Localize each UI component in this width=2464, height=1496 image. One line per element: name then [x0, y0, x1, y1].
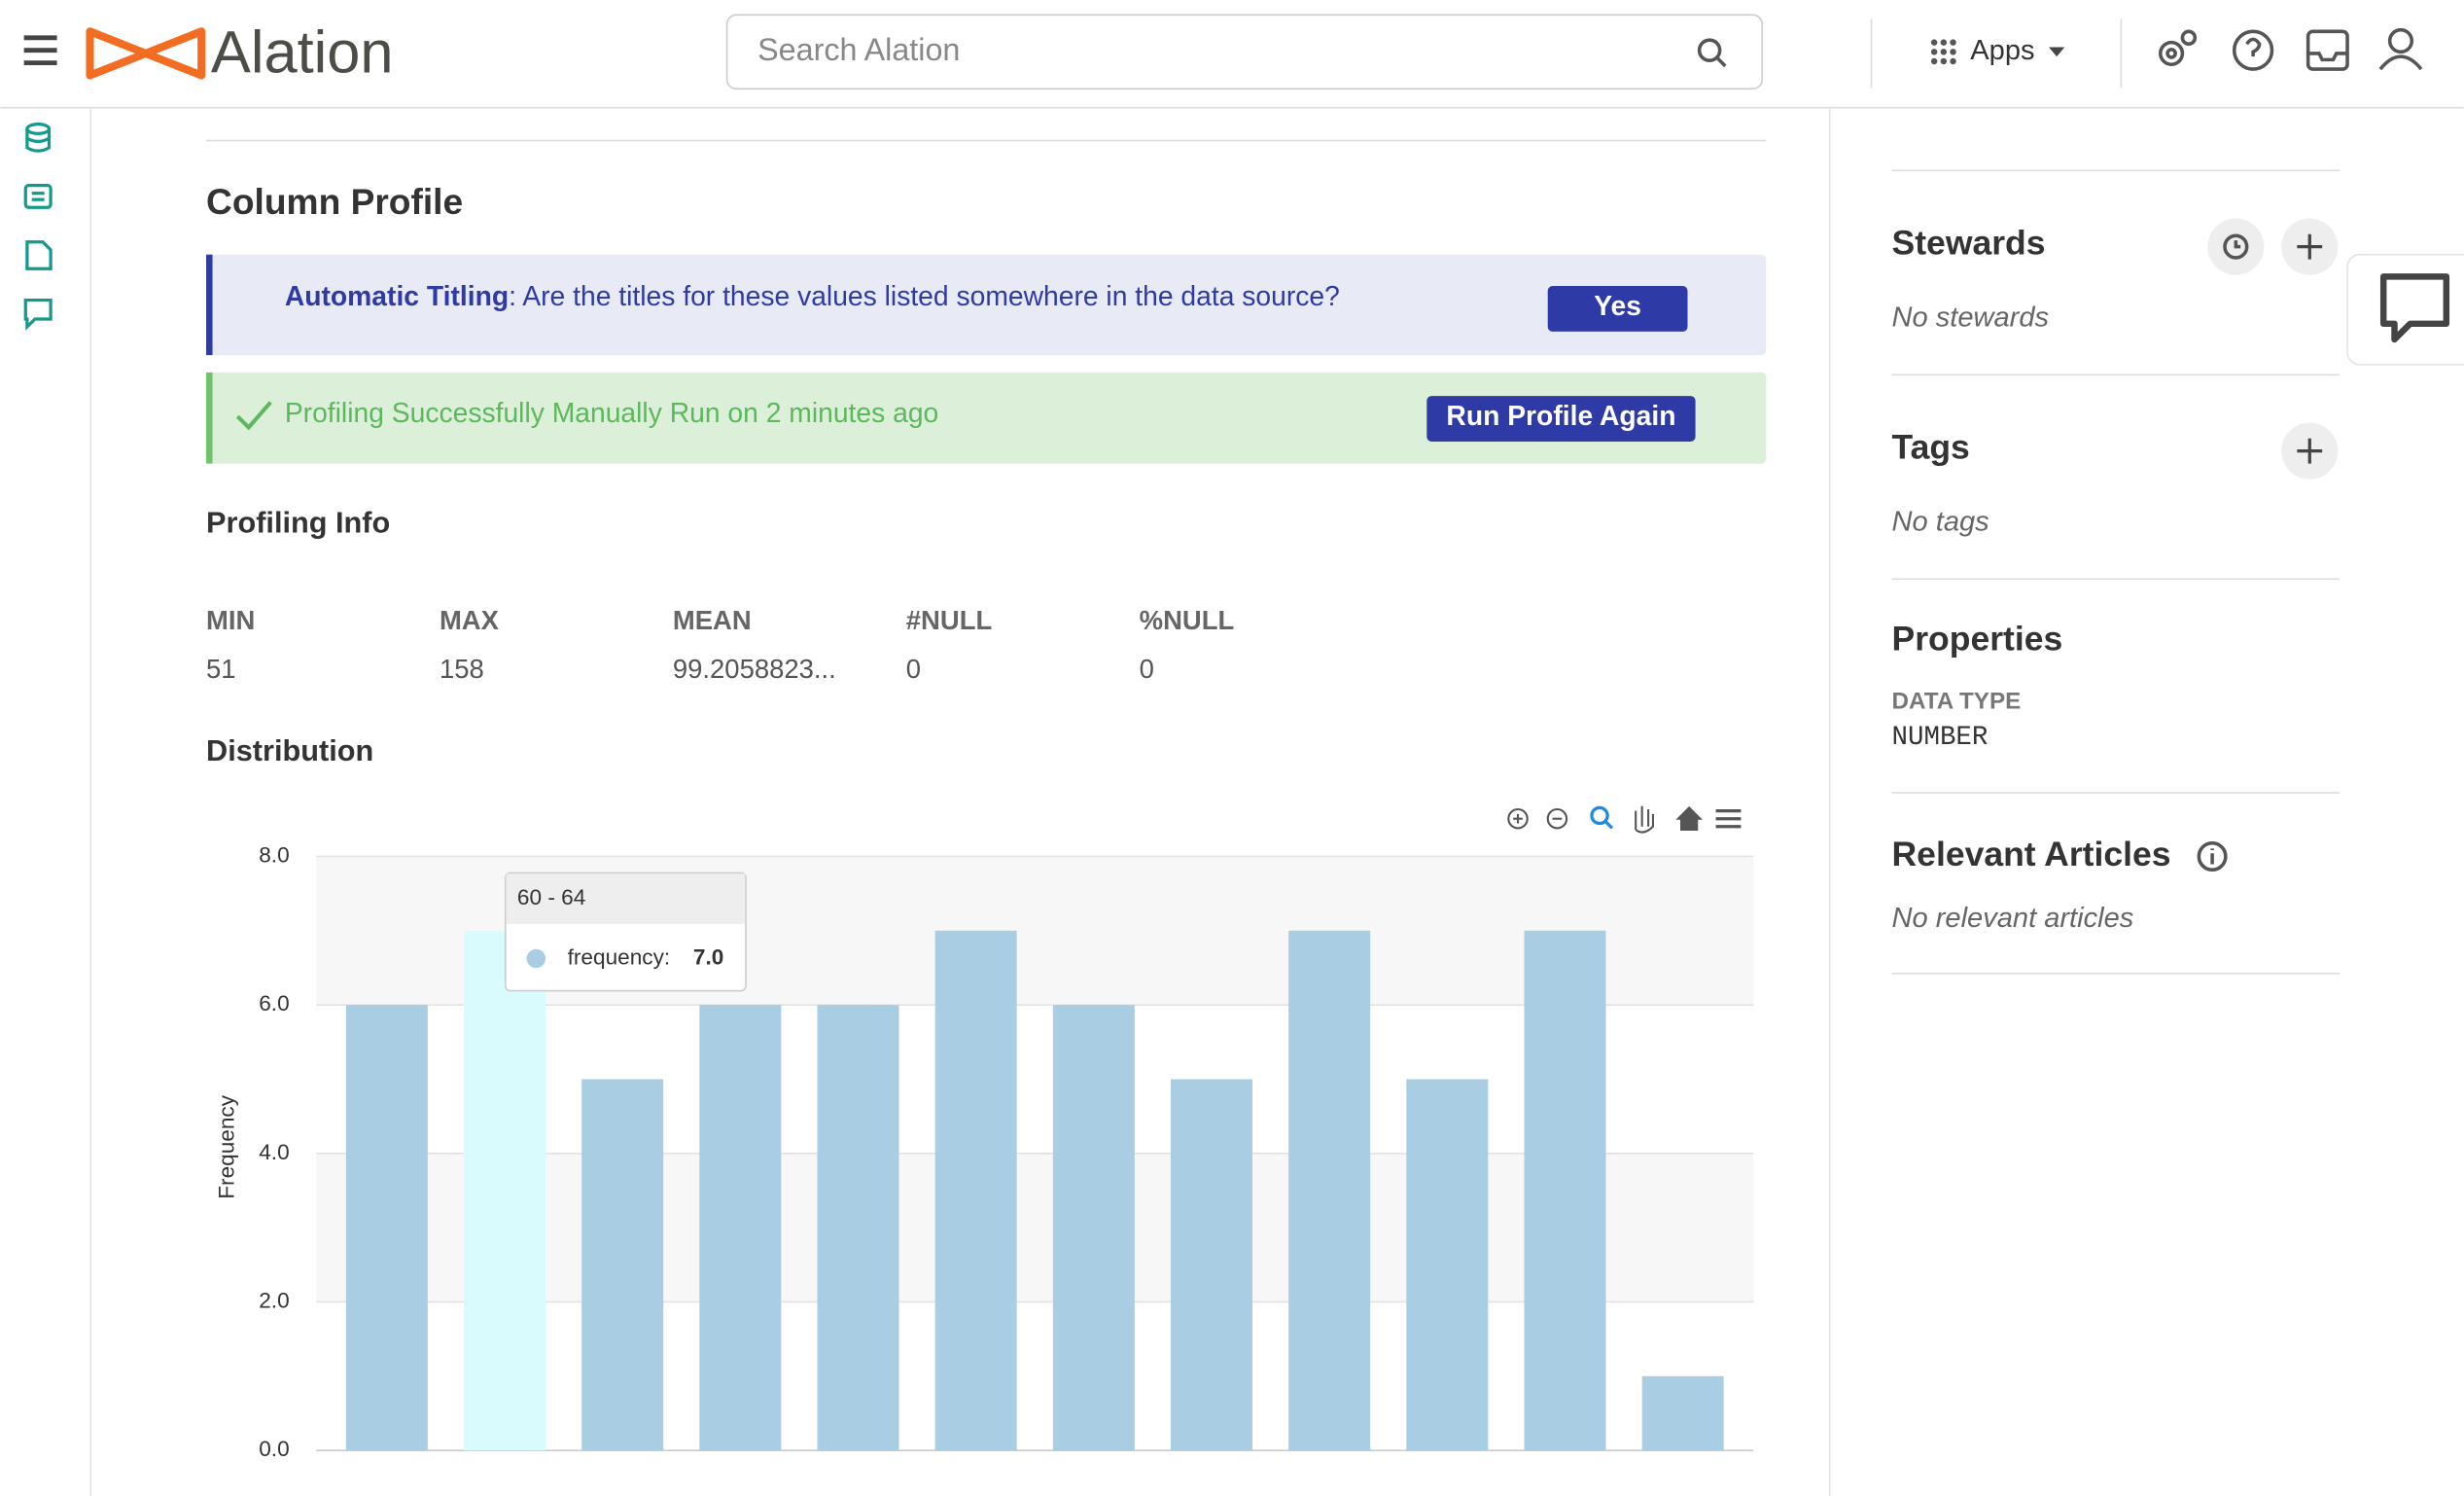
chart-toolbar	[1507, 805, 1742, 834]
plus-icon[interactable]	[2297, 438, 2323, 464]
stat-value: 99.2058823...	[673, 654, 836, 684]
panel-title: Tags	[1892, 427, 1970, 466]
chart-menu-button[interactable]	[1715, 809, 1742, 829]
stat-label: MAX	[440, 605, 500, 635]
subsection-title: Distribution	[206, 733, 373, 767]
chart: 0.0 2.0 4.0 6.0 8.0 60 - 64 frequency: 7.0	[259, 842, 1754, 1461]
apps-grid-icon[interactable]	[1930, 39, 1956, 65]
tooltip-value: 7.0	[693, 944, 723, 969]
logo-mark[interactable]	[86, 27, 206, 80]
bar	[1524, 930, 1606, 1451]
y-tick-label: 8.0	[259, 842, 289, 867]
empty-state: No stewards	[1892, 303, 2050, 334]
stat-value: 51	[206, 654, 236, 684]
menu-button[interactable]	[23, 35, 57, 66]
titling-banner	[206, 254, 1767, 356]
settings-icon[interactable]	[2159, 29, 2198, 67]
y-tick-label: 0.0	[259, 1437, 289, 1461]
zoom-out-button[interactable]	[1546, 807, 1568, 830]
titling-label: Automatic Titling	[285, 280, 509, 311]
bar	[817, 1005, 899, 1451]
search-icon[interactable]	[1697, 38, 1727, 68]
stat-label: #NULL	[906, 605, 992, 635]
tooltip-series: frequency:	[568, 944, 671, 969]
tooltip-marker	[526, 948, 546, 969]
stat-label: %NULL	[1140, 605, 1235, 635]
inbox-icon[interactable]	[2306, 29, 2349, 71]
bar	[1170, 1079, 1253, 1451]
reset-button[interactable]	[1675, 805, 1703, 832]
info-icon[interactable]	[2197, 840, 2228, 872]
panel-dividers	[1891, 169, 2340, 975]
property-value: NUMBER	[1892, 723, 1989, 753]
stat-value: 158	[440, 654, 484, 684]
y-axis-label: Frequency	[215, 1094, 239, 1199]
banner-accent	[206, 372, 213, 464]
bar	[1288, 930, 1371, 1451]
help-icon[interactable]	[2232, 29, 2274, 71]
yes-button-label[interactable]: Yes	[1594, 290, 1641, 321]
selection-zoom-button[interactable]	[1590, 805, 1614, 830]
bar	[581, 1079, 664, 1451]
bar	[1052, 1005, 1135, 1451]
search-box[interactable]	[725, 14, 1764, 90]
queries-icon[interactable]	[23, 184, 53, 209]
history-icon[interactable]	[2223, 233, 2249, 260]
check-icon	[235, 401, 272, 431]
yes-button[interactable]	[1547, 286, 1688, 332]
y-tick-label: 6.0	[259, 991, 289, 1015]
apps-menu[interactable]: Apps	[1970, 35, 2034, 66]
stats: MIN 51 MAX 158 MEAN 99.2058823... #NULL 0 %NULL 0	[206, 605, 1234, 684]
panel-title: Relevant Articles	[1892, 835, 2171, 873]
stat-label: MEAN	[673, 605, 752, 635]
empty-state: No tags	[1892, 507, 1989, 538]
brand[interactable]: Alation	[211, 18, 394, 86]
stat-value: 0	[1140, 654, 1154, 684]
user-icon[interactable]	[2378, 27, 2423, 71]
pan-button[interactable]	[1635, 805, 1655, 834]
chat-icon[interactable]	[2379, 273, 2450, 343]
search-placeholder: Search Alation	[757, 32, 960, 67]
run-profile-button[interactable]	[1426, 396, 1696, 442]
section-title: Column Profile	[206, 181, 463, 222]
y-tick-label: 4.0	[259, 1140, 289, 1164]
bar	[345, 1005, 428, 1451]
run-profile-label[interactable]: Run Profile Again	[1446, 400, 1675, 431]
articles-icon[interactable]	[25, 240, 53, 270]
subsection-title: Profiling Info	[206, 506, 390, 540]
bar	[699, 1005, 782, 1451]
plus-icon[interactable]	[2297, 233, 2323, 260]
property-key: DATA TYPE	[1892, 689, 2022, 715]
panel-title: Properties	[1892, 620, 2063, 659]
status-banner	[206, 372, 1767, 464]
zoom-in-button[interactable]	[1507, 807, 1529, 830]
conversations-icon[interactable]	[23, 298, 53, 331]
bar	[1406, 1079, 1489, 1451]
plot-band	[316, 1153, 1754, 1302]
tooltip: 60 - 64 frequency: 7.0	[505, 872, 747, 992]
titling-question: : Are the titles for these values listed…	[509, 280, 1340, 311]
data-sources-icon[interactable]	[25, 123, 52, 153]
stat-value: 0	[906, 654, 921, 684]
empty-state: No relevant articles	[1892, 903, 2134, 934]
apps-caret	[2049, 47, 2065, 57]
chat-widget[interactable]	[2346, 253, 2464, 366]
titling-text: Automatic Titling: Are the titles for th…	[285, 280, 1340, 311]
tooltip-category: 60 - 64	[517, 885, 585, 909]
bar	[463, 930, 546, 1451]
y-tick-label: 2.0	[259, 1288, 289, 1312]
banner-accent	[206, 254, 213, 356]
status-message: Profiling Successfully Manually Run on 2…	[285, 397, 938, 428]
bar	[1641, 1375, 1724, 1451]
tooltip-header	[506, 873, 746, 924]
bar	[934, 930, 1017, 1451]
panel-title: Stewards	[1892, 223, 2046, 262]
stat-label: MIN	[206, 605, 255, 635]
